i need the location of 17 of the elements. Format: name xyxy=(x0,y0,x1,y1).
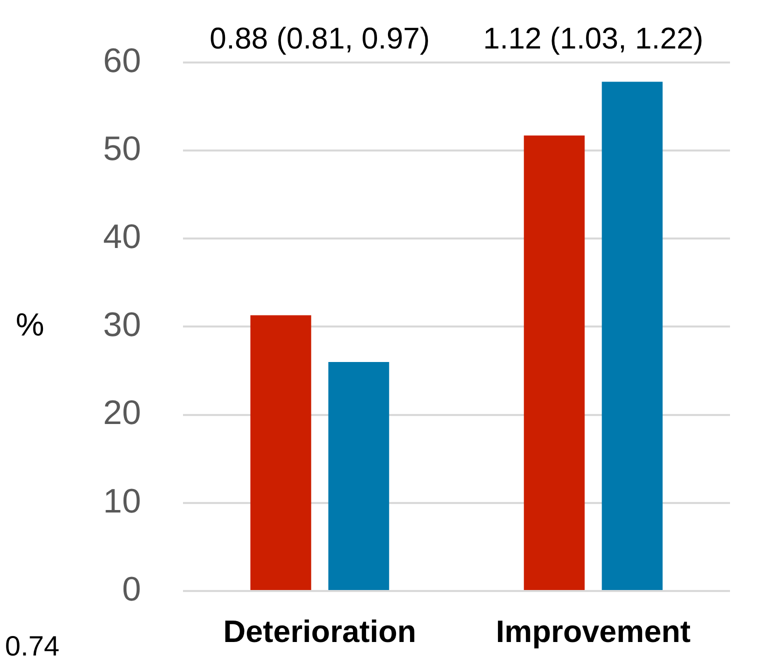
bar xyxy=(602,82,663,590)
y-tick-label: 50 xyxy=(103,130,141,168)
bar xyxy=(328,362,390,590)
x-tick-label: Deterioration xyxy=(223,614,416,650)
text: 0.88 (0.81, 0.97) xyxy=(210,22,430,56)
y-tick-label: 20 xyxy=(103,394,141,432)
y-axis-title: % xyxy=(16,306,44,343)
y-tick-label: 0 xyxy=(122,570,141,608)
bar xyxy=(250,315,312,590)
x-tick-label: Improvement xyxy=(496,614,691,650)
y-tick-label: 10 xyxy=(103,482,141,520)
text: 0.74 xyxy=(5,630,60,662)
y-tick-label: 60 xyxy=(103,42,141,80)
text: 1.12 (1.03, 1.22) xyxy=(483,22,704,56)
y-tick-label: 30 xyxy=(103,306,141,344)
bar xyxy=(524,136,585,590)
y-tick-label: 40 xyxy=(103,218,141,256)
